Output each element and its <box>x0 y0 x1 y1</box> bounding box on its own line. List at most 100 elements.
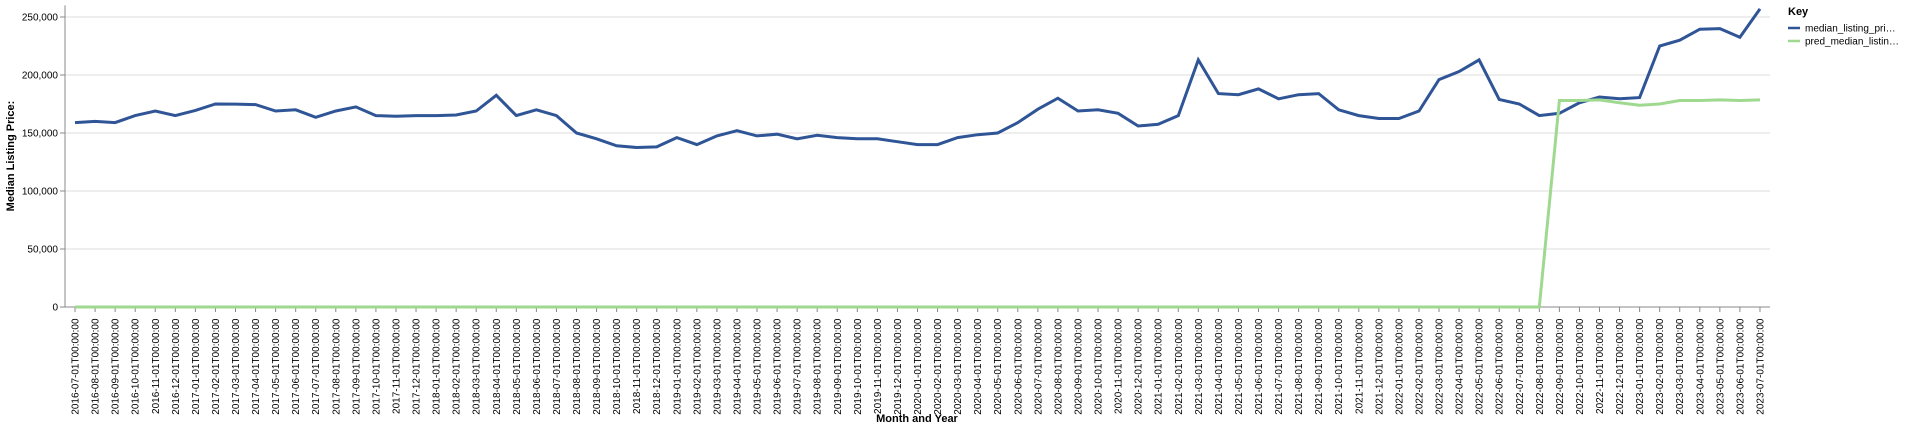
x-tick-label: 2016-07-01T00:00:00 <box>71 318 82 415</box>
x-tick-label: 2021-12-01T00:00:00 <box>1374 318 1385 415</box>
x-tick-label: 2017-01-01T00:00:00 <box>191 318 202 415</box>
x-tick-label: 2019-05-01T00:00:00 <box>753 318 764 415</box>
x-tick-label: 2021-05-01T00:00:00 <box>1234 318 1245 415</box>
x-tick-label: 2017-11-01T00:00:00 <box>391 318 402 414</box>
x-tick-label: 2017-05-01T00:00:00 <box>271 318 282 415</box>
x-tick-label: 2020-04-01T00:00:00 <box>973 318 984 415</box>
y-tick-label: 250,000 <box>22 13 59 24</box>
x-tick-label: 2020-07-01T00:00:00 <box>1033 318 1044 415</box>
x-tick-label: 2017-06-01T00:00:00 <box>291 318 302 415</box>
x-tick-label: 2019-12-01T00:00:00 <box>893 318 904 415</box>
x-tick-label: 2018-01-01T00:00:00 <box>432 318 443 415</box>
x-tick-label: 2021-04-01T00:00:00 <box>1214 318 1225 415</box>
x-tick-label: 2019-03-01T00:00:00 <box>712 318 723 415</box>
x-tick-label: 2021-08-01T00:00:00 <box>1294 318 1305 415</box>
legend-label: median_listing_pri… <box>1805 24 1896 35</box>
x-tick-label: 2019-04-01T00:00:00 <box>732 318 743 415</box>
x-tick-label: 2017-10-01T00:00:00 <box>371 318 382 415</box>
x-tick-label: 2018-10-01T00:00:00 <box>612 318 623 415</box>
x-tick-label: 2020-03-01T00:00:00 <box>953 318 964 415</box>
x-tick-label: 2022-06-01T00:00:00 <box>1495 318 1506 415</box>
x-tick-label: 2017-02-01T00:00:00 <box>211 318 222 415</box>
x-tick-label: 2022-10-01T00:00:00 <box>1575 318 1586 415</box>
x-tick-label: 2023-02-01T00:00:00 <box>1655 318 1666 415</box>
x-tick-label: 2021-09-01T00:00:00 <box>1314 318 1325 415</box>
y-axis-title: Median Listing Price: <box>5 101 17 212</box>
x-tick-label: 2016-12-01T00:00:00 <box>171 318 182 415</box>
x-tick-label: 2023-06-01T00:00:00 <box>1735 318 1746 415</box>
x-tick-label: 2017-08-01T00:00:00 <box>331 318 342 415</box>
x-tick-label: 2017-03-01T00:00:00 <box>231 318 242 415</box>
x-tick-label: 2018-04-01T00:00:00 <box>492 318 503 415</box>
x-tick-label: 2016-11-01T00:00:00 <box>151 318 162 414</box>
x-tick-label: 2021-06-01T00:00:00 <box>1254 318 1265 415</box>
y-tick-label: 0 <box>52 303 58 314</box>
x-tick-label: 2021-02-01T00:00:00 <box>1174 318 1185 415</box>
x-tick-label: 2022-02-01T00:00:00 <box>1414 318 1425 415</box>
x-tick-label: 2019-08-01T00:00:00 <box>813 318 824 415</box>
x-tick-label: 2018-05-01T00:00:00 <box>512 318 523 415</box>
x-tick-label: 2022-03-01T00:00:00 <box>1435 318 1446 415</box>
x-tick-label: 2020-05-01T00:00:00 <box>993 318 1004 415</box>
x-tick-label: 2019-10-01T00:00:00 <box>853 318 864 415</box>
x-tick-label: 2019-01-01T00:00:00 <box>672 318 683 415</box>
x-tick-label: 2023-04-01T00:00:00 <box>1695 318 1706 415</box>
x-tick-label: 2017-12-01T00:00:00 <box>412 318 423 415</box>
x-tick-label: 2018-02-01T00:00:00 <box>452 318 463 415</box>
x-tick-label: 2016-08-01T00:00:00 <box>91 318 102 415</box>
x-tick-label: 2018-03-01T00:00:00 <box>472 318 483 415</box>
x-tick-label: 2016-09-01T00:00:00 <box>111 318 122 415</box>
x-tick-label: 2016-10-01T00:00:00 <box>131 318 142 415</box>
x-tick-label: 2019-02-01T00:00:00 <box>692 318 703 415</box>
x-tick-label: 2019-07-01T00:00:00 <box>793 318 804 415</box>
x-tick-label: 2018-09-01T00:00:00 <box>592 318 603 415</box>
legend-title: Key <box>1788 6 1809 18</box>
series-line <box>75 98 1761 309</box>
x-tick-label: 2022-09-01T00:00:00 <box>1555 318 1566 415</box>
x-tick-label: 2020-10-01T00:00:00 <box>1094 318 1105 415</box>
x-tick-label: 2019-09-01T00:00:00 <box>833 318 844 415</box>
x-tick-label: 2022-01-01T00:00:00 <box>1394 318 1405 415</box>
x-tick-label: 2022-12-01T00:00:00 <box>1615 318 1626 415</box>
x-tick-label: 2021-03-01T00:00:00 <box>1194 318 1205 415</box>
x-tick-label: 2021-10-01T00:00:00 <box>1334 318 1345 415</box>
y-tick-label: 100,000 <box>22 187 59 198</box>
x-tick-label: 2021-11-01T00:00:00 <box>1354 318 1365 414</box>
x-tick-label: 2018-11-01T00:00:00 <box>632 318 643 414</box>
x-tick-label: 2022-05-01T00:00:00 <box>1475 318 1486 415</box>
y-tick-label: 50,000 <box>27 245 58 256</box>
x-tick-label: 2021-07-01T00:00:00 <box>1274 318 1285 415</box>
x-tick-label: 2020-08-01T00:00:00 <box>1053 318 1064 415</box>
x-tick-label: 2019-06-01T00:00:00 <box>773 318 784 415</box>
x-tick-label: 2020-09-01T00:00:00 <box>1073 318 1084 415</box>
x-tick-label: 2021-01-01T00:00:00 <box>1154 318 1165 415</box>
x-tick-label: 2017-07-01T00:00:00 <box>311 318 322 415</box>
x-tick-label: 2022-04-01T00:00:00 <box>1455 318 1466 415</box>
x-tick-label: 2018-07-01T00:00:00 <box>552 318 563 415</box>
x-tick-label: 2018-08-01T00:00:00 <box>572 318 583 415</box>
x-tick-label: 2022-08-01T00:00:00 <box>1535 318 1546 415</box>
x-tick-label: 2020-11-01T00:00:00 <box>1114 318 1125 414</box>
x-tick-label: 2023-01-01T00:00:00 <box>1635 318 1646 415</box>
x-tick-label: 2023-03-01T00:00:00 <box>1675 318 1686 415</box>
legend-label: pred_median_listin… <box>1805 37 1899 48</box>
x-axis-title: Month and Year <box>876 413 958 425</box>
x-tick-label: 2018-06-01T00:00:00 <box>532 318 543 415</box>
x-tick-label: 2020-06-01T00:00:00 <box>1013 318 1024 415</box>
series-line <box>74 8 1762 150</box>
x-tick-label: 2020-01-01T00:00:00 <box>913 318 924 415</box>
x-tick-label: 2020-02-01T00:00:00 <box>933 318 944 415</box>
x-tick-label: 2020-12-01T00:00:00 <box>1134 318 1145 415</box>
y-tick-label: 200,000 <box>22 71 59 82</box>
x-tick-label: 2018-12-01T00:00:00 <box>652 318 663 415</box>
x-tick-label: 2023-07-01T00:00:00 <box>1755 318 1766 415</box>
x-tick-label: 2022-07-01T00:00:00 <box>1515 318 1526 415</box>
x-tick-label: 2017-09-01T00:00:00 <box>351 318 362 415</box>
x-tick-label: 2022-11-01T00:00:00 <box>1595 318 1606 414</box>
x-tick-label: 2019-11-01T00:00:00 <box>873 318 884 414</box>
x-tick-label: 2017-04-01T00:00:00 <box>251 318 262 415</box>
y-tick-label: 150,000 <box>22 129 59 140</box>
x-tick-label: 2023-05-01T00:00:00 <box>1715 318 1726 415</box>
